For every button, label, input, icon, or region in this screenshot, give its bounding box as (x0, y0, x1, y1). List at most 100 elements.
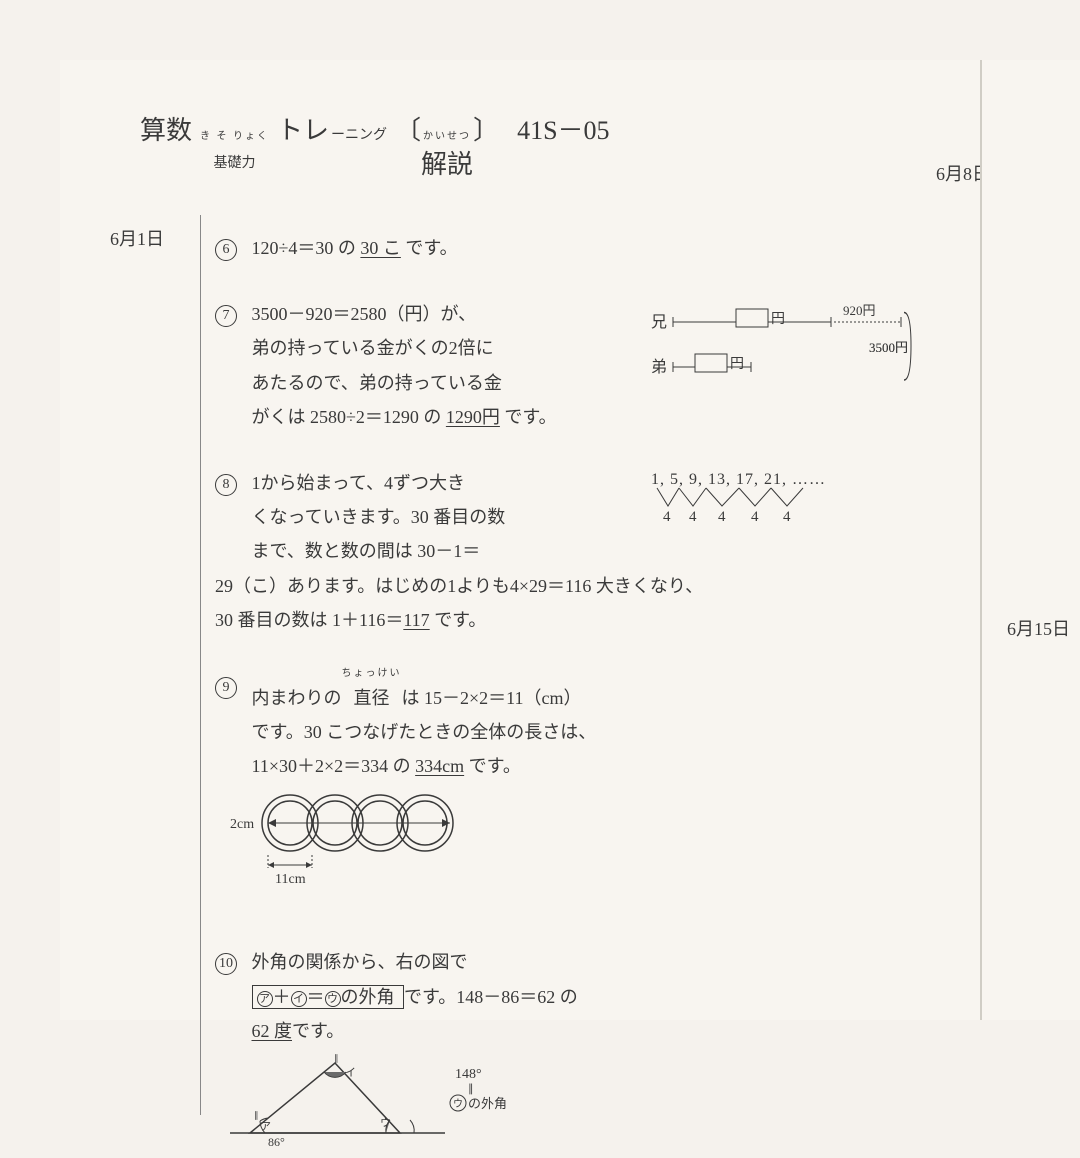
problem-7: 7 3500－920＝2580（円）が、 弟の持っている金がくの2倍に あたるの… (215, 297, 940, 434)
training-small: ーニング (331, 124, 387, 144)
p9-line2: です。30 こつなげたときの全体の長さは、 (252, 722, 597, 742)
p8-line2: くなっていきます。30 番目の数 (252, 507, 506, 527)
p10-box-text: の外角 (341, 987, 395, 1007)
subject: 算数 (140, 110, 192, 147)
p8-text: 1から始まって、4ずつ大き くなっていきます。30 番目の数 まで、数と数の間は… (252, 466, 632, 569)
svg-text:ウ: ウ (380, 1116, 391, 1129)
svg-text:ウ: ウ (453, 1098, 463, 1110)
problem-9: 9 内まわりのちょっけい直径は 15－2×2＝11（cm） です。30 こつなげ… (215, 669, 940, 914)
svg-text:4: 4 (689, 509, 697, 525)
p7-answer: 1290円 (446, 407, 500, 427)
p10-text: 外角の関係から、右の図で ア＋イ＝ウの外角 です。148－86＝62 の 62 … (252, 945, 632, 1048)
subtitle-ruby-wrap: き そ りょく 基礎力 (200, 132, 269, 174)
svg-text:86°: 86° (268, 1135, 285, 1149)
p7-line4b: です。 (500, 407, 557, 427)
p6-answer: 30 こ (360, 238, 401, 258)
svg-text:∥: ∥ (334, 1053, 339, 1063)
p9-line3a: 11×30＋2×2＝334 の (252, 756, 416, 776)
p7-diagram-svg: 兄 円 920円 弟 円 3500円 (651, 297, 921, 407)
p10-box-i: イ (291, 991, 307, 1007)
problem-8: 8 1から始まって、4ずつ大き くなっていきます。30 番目の数 まで、数と数の… (215, 466, 940, 637)
problem-number-9: 9 (215, 677, 237, 699)
p10-diagram-svg: ア 86° イ ウ 148° ∥ ウ の外角 ∥ ∥ (230, 1048, 520, 1158)
svg-text:イ: イ (345, 1067, 356, 1079)
p9-line1b: 直径 (354, 688, 390, 708)
p10-diagram: ア 86° イ ウ 148° ∥ ウ の外角 ∥ ∥ (230, 1048, 520, 1158)
svg-text:4: 4 (718, 509, 726, 525)
p10-box-a: ア (257, 991, 273, 1007)
p8-line4: 29（こ）あります。はじめの1よりも4×29＝116 大きくなり、 (215, 576, 703, 596)
p6-t2: です。 (405, 238, 457, 258)
p9-diagram-svg: 2cm 11cm (230, 783, 460, 913)
p7-line4a: がくは 2580÷2＝1290 の (252, 407, 446, 427)
p10-line1: 外角の関係から、右の図で (252, 952, 468, 972)
p10-line2b: です。 (292, 1021, 344, 1041)
problem-6: 6 120÷4＝30 の 30 こ です。 (215, 231, 940, 265)
p7-diagram: 兄 円 920円 弟 円 3500円 (651, 297, 921, 407)
subtitle: 基礎力 (214, 156, 256, 171)
p7-ani-label: 兄 (651, 314, 667, 331)
svg-text:920円: 920円 (843, 303, 876, 318)
p7-line3: あたるので、弟の持っている金 (252, 373, 502, 393)
svg-text:2cm: 2cm (230, 817, 254, 832)
svg-text:ア: ア (260, 1121, 271, 1133)
p7-otouto-label: 弟 (651, 358, 667, 376)
bracket-open: 〔 (395, 110, 421, 147)
svg-text:1, 5, 9, 13, 17, 21, ……: 1, 5, 9, 13, 17, 21, …… (651, 471, 826, 488)
p8-text-cont: 29（こ）あります。はじめの1よりも4×29＝116 大きくなり、 30 番目の… (215, 569, 865, 637)
problem-number-10: 10 (215, 953, 237, 975)
problem-10: 10 外角の関係から、右の図で ア＋イ＝ウの外角 です。148－86＝62 の … (215, 945, 940, 1158)
date-left-1: 6月1日 (110, 225, 190, 251)
date-right-2: 6月15日 (1007, 615, 1070, 641)
bracket-close: 〕 (473, 110, 499, 147)
p9-line1c: は 15－2×2＝11（cm） (402, 688, 582, 708)
svg-text:4: 4 (783, 509, 791, 525)
p9-answer: 334cm (415, 756, 464, 776)
right-page-edge: 6月15日 (980, 60, 1080, 1020)
p9-text: 内まわりのちょっけい直径は 15－2×2＝11（cm） です。30 こつなげたと… (252, 669, 692, 784)
p8-line5a: 30 番目の数は 1＋116＝ (215, 610, 403, 630)
problem-number-8: 8 (215, 474, 237, 496)
p10-box-u: ウ (325, 991, 341, 1007)
svg-text:4: 4 (663, 509, 671, 525)
vertical-line (200, 215, 201, 1115)
p8-diagram-svg: 1, 5, 9, 13, 17, 21, …… 4 4 4 4 4 (651, 466, 891, 526)
svg-text:円: 円 (771, 312, 785, 327)
page-divider (980, 60, 982, 1020)
p9-ruby-wrap: ちょっけい直径 (342, 669, 402, 715)
kaisetsu: 解説 (421, 150, 473, 179)
p7-line2: 弟の持っている金がくの2倍に (252, 338, 494, 358)
svg-text:∥: ∥ (254, 1110, 259, 1120)
header-code: 41S－05 (517, 110, 609, 147)
svg-text:∥: ∥ (468, 1083, 474, 1095)
svg-text:円: 円 (730, 357, 744, 372)
p10-box-plus: ＋ (273, 987, 291, 1007)
svg-text:3500円: 3500円 (869, 340, 908, 355)
training-big: トレ (277, 110, 329, 147)
p10-line2a: です。148－86＝62 の (404, 987, 578, 1007)
p10-answer: 62 度 (252, 1021, 293, 1041)
p8-answer: 117 (403, 610, 429, 630)
p8-line3: まで、数と数の間は 30－1＝ (252, 541, 481, 561)
svg-text:4: 4 (751, 509, 759, 525)
p6-t1: 120÷4＝30 の (252, 238, 361, 258)
p8-line1: 1から始まって、4ずつ大き (252, 473, 465, 493)
p10-box: ア＋イ＝ウの外角 (252, 985, 405, 1009)
svg-text:11cm: 11cm (275, 872, 306, 887)
p7-line1: 3500－920＝2580（円）が、 (252, 304, 477, 324)
p9-diagram: 2cm 11cm (230, 783, 460, 913)
p7-text: 3500－920＝2580（円）が、 弟の持っている金がくの2倍に あたるので、… (252, 297, 632, 434)
subtitle-ruby: き そ りょく (200, 132, 269, 142)
p9-line1a: 内まわりの (252, 688, 342, 708)
p8-diagram: 1, 5, 9, 13, 17, 21, …… 4 4 4 4 4 (651, 466, 891, 526)
problem-number-7: 7 (215, 305, 237, 327)
header: 算数 き そ りょく 基礎力 トレ ーニング 〔 かいせつ 解説 〕 41S－0… (110, 110, 940, 181)
p9-line3b: です。 (464, 756, 521, 776)
kaisetsu-wrap: かいせつ 解説 (421, 132, 473, 181)
kaisetsu-ruby: かいせつ (421, 132, 473, 142)
content: 6 120÷4＝30 の 30 こ です。 7 3500－920＝2580（円）… (215, 231, 940, 1158)
svg-text:の外角: の外角 (468, 1096, 507, 1111)
p10-box-eq: ＝ (307, 987, 325, 1007)
p8-line5b: です。 (430, 610, 487, 630)
problem-number-6: 6 (215, 239, 237, 261)
